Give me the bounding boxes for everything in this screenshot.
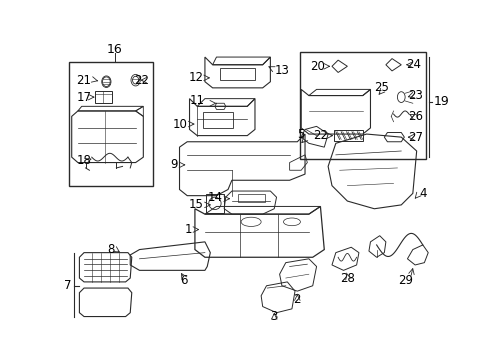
- Text: 24: 24: [406, 58, 421, 71]
- Text: 13: 13: [274, 64, 289, 77]
- Text: 20: 20: [311, 60, 325, 73]
- Text: 28: 28: [340, 271, 355, 284]
- Text: 26: 26: [408, 110, 423, 123]
- Text: 10: 10: [173, 118, 188, 131]
- Text: 23: 23: [408, 89, 423, 102]
- Text: 6: 6: [180, 274, 188, 287]
- Text: 12: 12: [188, 71, 203, 84]
- Text: 3: 3: [270, 310, 278, 323]
- Text: 29: 29: [397, 274, 413, 287]
- Text: 9: 9: [171, 158, 178, 171]
- Text: 27: 27: [408, 131, 423, 144]
- Text: 18: 18: [76, 154, 91, 167]
- Text: 21: 21: [76, 74, 91, 87]
- Text: 17: 17: [76, 91, 91, 104]
- Text: 22: 22: [134, 74, 149, 87]
- Text: 2: 2: [294, 293, 301, 306]
- Text: 8: 8: [107, 243, 115, 256]
- Text: 4: 4: [419, 187, 426, 200]
- Text: 16: 16: [107, 43, 122, 56]
- Text: 14: 14: [208, 191, 222, 204]
- Text: 5: 5: [297, 127, 305, 140]
- Text: 15: 15: [189, 198, 203, 211]
- Text: 11: 11: [190, 94, 205, 107]
- Text: 7: 7: [64, 279, 72, 292]
- Text: 19: 19: [434, 95, 449, 108]
- Text: 25: 25: [374, 81, 389, 94]
- Text: 22: 22: [313, 129, 328, 142]
- Text: 1: 1: [184, 223, 192, 236]
